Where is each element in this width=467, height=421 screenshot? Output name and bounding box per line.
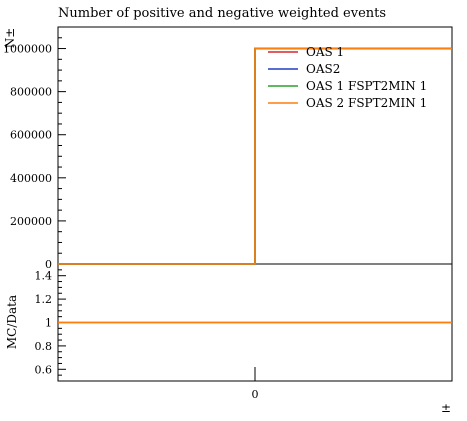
legend-label: OAS2: [306, 62, 340, 76]
x-tick-label: 0: [252, 388, 259, 401]
legend-label: OAS 1: [306, 45, 344, 59]
main-y-tick-label: 1000000: [3, 43, 52, 56]
ratio-y-tick-label: 0.6: [35, 363, 53, 376]
main-y-tick-label: 0: [45, 258, 52, 271]
main-y-tick-label: 200000: [10, 215, 52, 228]
legend-label: OAS 1 FSPT2MIN 1: [306, 79, 427, 93]
ratio-y-ticks: 0.6 0.8 1 1.2 1.4: [35, 263, 66, 382]
main-series-lines: [58, 47, 452, 265]
ratio-y-tick-label: 0.8: [35, 340, 53, 353]
series-line: [58, 47, 452, 265]
x-ticks: 0: [252, 250, 259, 401]
main-y-tick-label: 400000: [10, 172, 52, 185]
ratio-y-tick-label: 1.2: [35, 293, 53, 306]
ratio-y-tick-label: 1.4: [35, 270, 53, 283]
main-y-axis-label: N±: [3, 28, 17, 49]
ratio-y-tick-label: 1: [45, 317, 52, 330]
main-y-tick-label: 800000: [10, 86, 52, 99]
main-y-tick-label: 600000: [10, 129, 52, 142]
legend: OAS 1 OAS2 OAS 1 FSPT2MIN 1 OAS 2 FSPT2MIN …: [268, 45, 427, 110]
chart-title: Number of positive and negative weighted…: [58, 6, 386, 21]
main-y-ticks: 0 200000 400000 600000 800000 1000000: [3, 26, 66, 271]
legend-label: OAS 2 FSPT2MIN 1: [306, 96, 427, 110]
x-axis-label: ±: [441, 401, 451, 415]
ratio-y-axis-label: MC/Data: [5, 295, 19, 349]
